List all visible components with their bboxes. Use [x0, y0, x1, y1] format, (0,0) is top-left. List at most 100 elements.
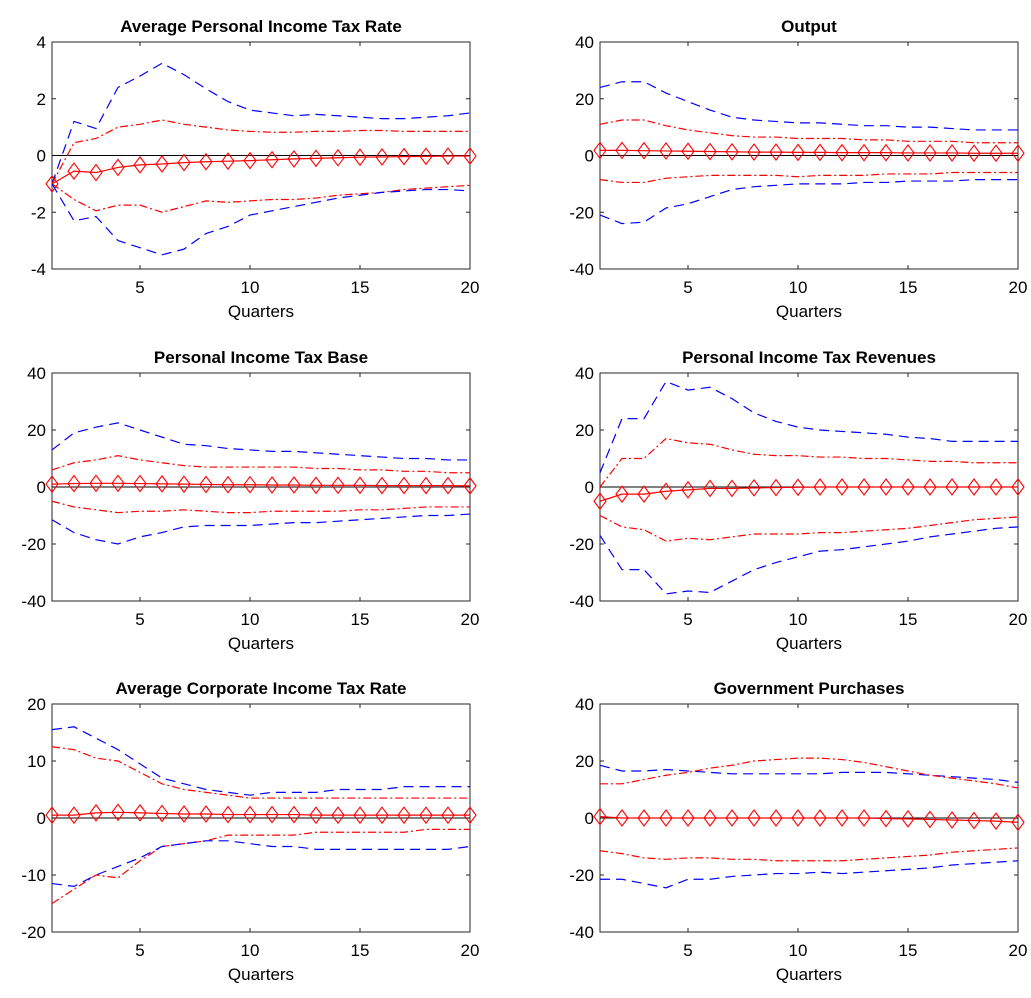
diamond-marker	[791, 143, 805, 162]
diamond-marker	[287, 149, 301, 168]
diamond-marker	[309, 476, 323, 495]
series-line-inner-upper	[51, 455, 470, 474]
x-axis-label: Quarters	[776, 965, 842, 984]
diamond-marker	[923, 478, 937, 496]
diamond-marker	[791, 809, 805, 827]
x-tick-label: 15	[899, 278, 918, 297]
diamond-marker	[221, 475, 235, 494]
diamond-marker	[221, 805, 235, 824]
diamond-marker	[659, 809, 673, 827]
diamond-marker	[879, 478, 893, 496]
diamond-marker	[681, 809, 695, 827]
diamond-marker	[637, 485, 651, 504]
diamond-marker	[813, 143, 827, 162]
diamond-marker	[419, 147, 433, 166]
diamond-marker	[593, 141, 607, 160]
diamond-marker	[199, 152, 213, 171]
y-tick-label: 20	[575, 90, 594, 109]
y-tick-label: -2	[31, 203, 46, 222]
diamond-marker	[375, 476, 389, 495]
series-line-inner-lower	[51, 500, 470, 514]
diamond-marker	[1011, 813, 1025, 832]
panel-title: Personal Income Tax Base	[154, 348, 368, 367]
diamond-marker	[857, 478, 871, 496]
diamond-marker	[593, 492, 607, 511]
x-axis-label: Quarters	[228, 634, 294, 653]
diamond-marker	[199, 475, 213, 494]
diamond-marker	[397, 476, 411, 495]
diamond-marker	[177, 805, 191, 823]
diamond-marker	[681, 142, 695, 161]
diamond-marker	[1011, 144, 1025, 163]
x-tick-label: 15	[351, 278, 370, 297]
diamond-marker	[747, 143, 761, 162]
diamond-marker	[835, 809, 849, 827]
diamond-marker	[659, 482, 673, 501]
diamond-marker	[309, 149, 323, 168]
x-tick-label: 10	[241, 278, 260, 297]
y-tick-label: 0	[37, 478, 46, 497]
diamond-marker	[155, 804, 169, 823]
series-line-inner-upper	[51, 746, 470, 799]
diamond-marker	[703, 479, 717, 498]
diamond-marker	[397, 147, 411, 166]
diamond-marker	[111, 158, 125, 177]
diamond-marker	[989, 478, 1003, 496]
series-line-inner-upper	[600, 757, 1019, 789]
diamond-marker	[309, 806, 323, 825]
y-tick-label: 40	[575, 364, 594, 383]
y-tick-label: 40	[575, 695, 594, 714]
diamond-marker	[681, 480, 695, 499]
diamond-marker	[45, 806, 59, 825]
y-tick-label: 20	[27, 421, 46, 440]
x-tick-label: 5	[683, 278, 692, 297]
diamond-marker	[923, 810, 937, 829]
diamond-marker	[155, 155, 169, 173]
series-line-point	[52, 811, 470, 816]
panel-title: Output	[781, 17, 837, 36]
diamond-marker	[67, 806, 81, 825]
diamond-marker	[177, 475, 191, 494]
x-tick-label: 10	[789, 941, 808, 960]
x-tick-label: 20	[1009, 941, 1028, 960]
diamond-marker	[331, 476, 345, 495]
y-tick-label: 20	[575, 752, 594, 771]
diamond-marker	[353, 148, 367, 167]
diamond-marker	[857, 809, 871, 827]
y-tick-label: -40	[569, 592, 594, 611]
diamond-marker	[463, 476, 477, 495]
diamond-marker	[615, 809, 629, 827]
diamond-marker	[747, 809, 761, 827]
diamond-marker	[419, 476, 433, 495]
diamond-marker	[967, 811, 981, 830]
diamond-marker	[133, 155, 147, 174]
diamond-marker	[967, 478, 981, 496]
series-line-point	[600, 149, 1018, 154]
y-tick-label: 4	[37, 33, 46, 52]
x-tick-label: 20	[1009, 278, 1028, 297]
diamond-marker	[901, 809, 915, 828]
diamond-marker	[199, 805, 213, 823]
diamond-marker	[265, 476, 279, 494]
y-tick-label: -10	[21, 866, 46, 885]
x-tick-label: 10	[789, 610, 808, 629]
diamond-marker	[945, 144, 959, 162]
y-tick-label: -20	[569, 203, 594, 222]
diamond-marker	[177, 153, 191, 172]
x-tick-label: 5	[135, 278, 144, 297]
y-tick-label: -20	[569, 535, 594, 554]
diamond-marker	[375, 806, 389, 825]
diamond-marker	[89, 474, 103, 493]
diamond-marker	[221, 152, 235, 171]
diamond-marker	[243, 475, 257, 494]
y-tick-label: 0	[37, 809, 46, 828]
panel-title: Personal Income Tax Revenues	[682, 348, 936, 367]
series-line-outer-upper	[51, 422, 470, 461]
diamond-marker	[923, 144, 937, 162]
diamond-marker	[287, 476, 301, 494]
series-line-inner-lower	[51, 828, 470, 905]
diamond-marker	[703, 142, 717, 161]
diamond-marker	[769, 809, 783, 827]
diamond-marker	[879, 143, 893, 162]
